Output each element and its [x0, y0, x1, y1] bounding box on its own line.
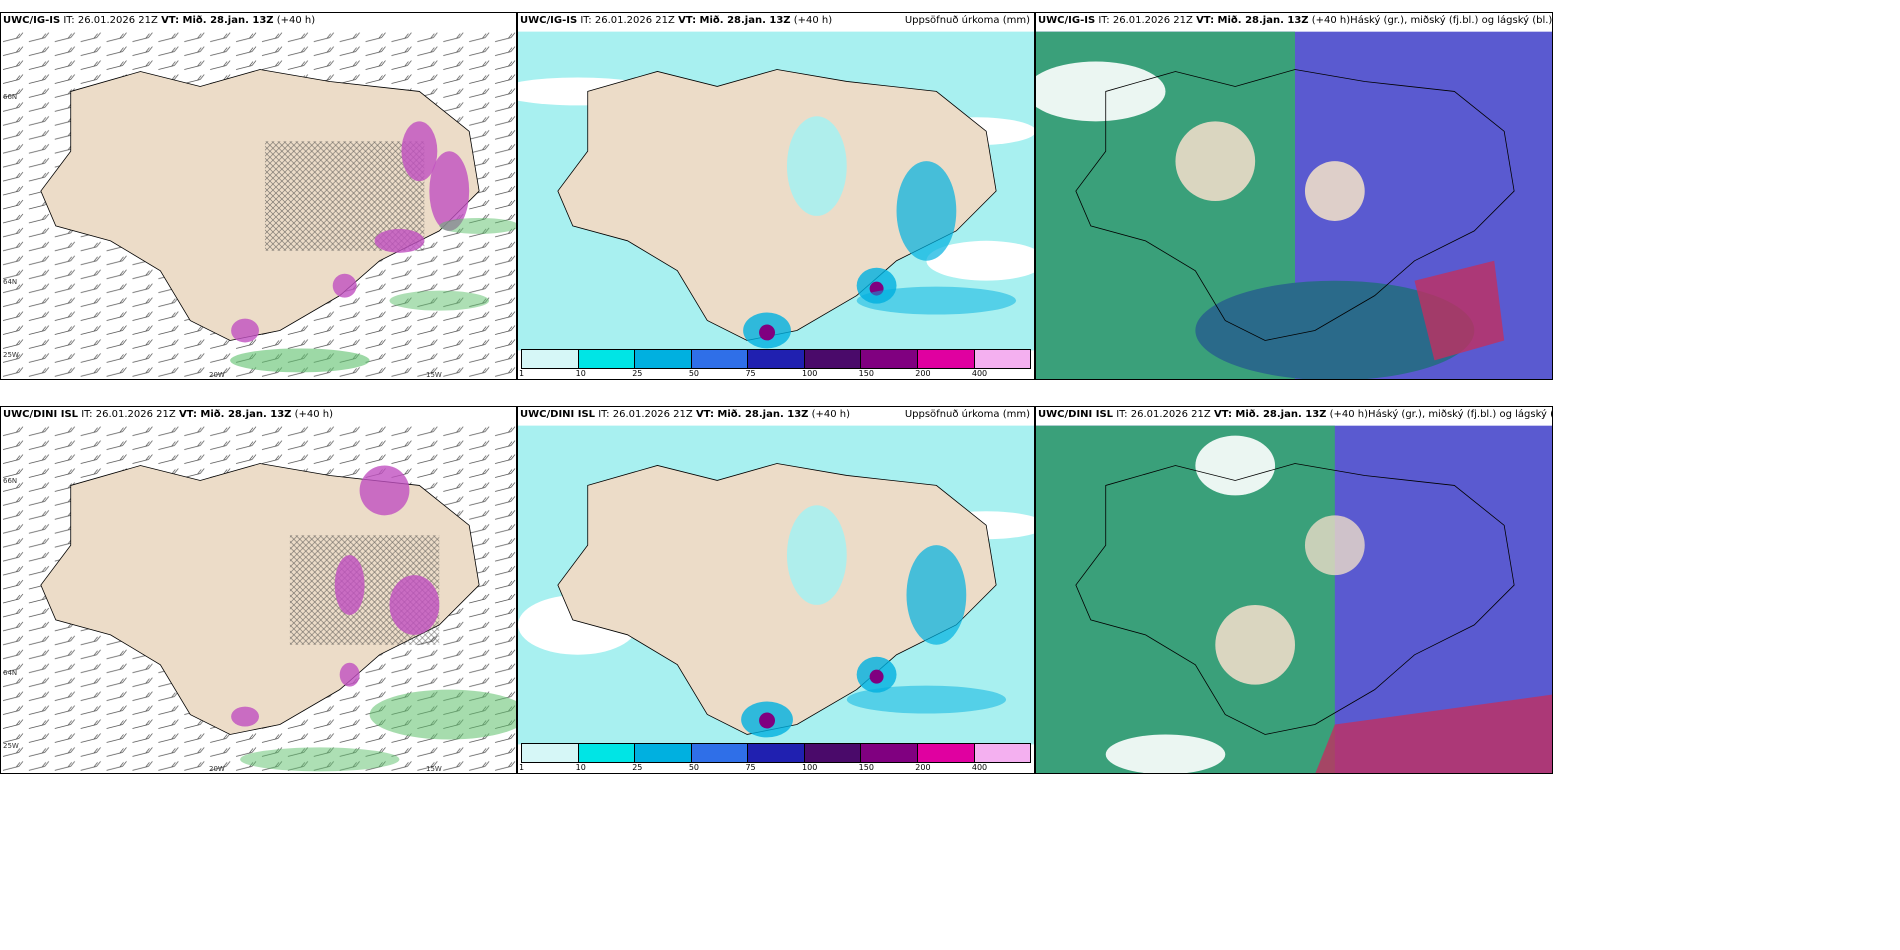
map-panel-ig-wind: UWC/IG-IS IT: 26.01.2026 21Z VT: Mið. 28…: [0, 12, 517, 380]
lon-label-15w: 15W: [426, 765, 442, 773]
lon-label-20w: 20W: [209, 371, 225, 379]
precip-legend: [521, 743, 1031, 763]
legend-swatch: [578, 350, 636, 368]
iceland-wind-precip-map: [1, 425, 516, 773]
legend-swatch: [974, 744, 1031, 762]
legend-swatch: [804, 350, 862, 368]
lat-label-66n: 66N: [3, 93, 18, 101]
map-panel-dini-precip: UWC/DINI ISL IT: 26.01.2026 21Z VT: Mið.…: [517, 406, 1035, 774]
legend-swatch: [917, 744, 975, 762]
legend-swatch: [635, 350, 692, 368]
lat-label-64n: 64N: [3, 278, 18, 286]
map-panel-dini-clouds: UWC/DINI ISL IT: 26.01.2026 21Z VT: Mið.…: [1035, 406, 1553, 774]
legend-swatch: [861, 350, 918, 368]
iceland-cloud-map: [1036, 425, 1552, 773]
lat-label-25w: 25W: [3, 351, 19, 359]
lat-label-64n: 64N: [3, 669, 18, 677]
iceland-cloud-map: [1036, 31, 1552, 379]
lat-label-25w: 25W: [3, 742, 19, 750]
legend-swatch: [974, 350, 1031, 368]
lat-label-66n: 66N: [3, 477, 18, 485]
legend-swatch: [748, 350, 805, 368]
legend-swatch: [522, 744, 579, 762]
legend-swatch: [635, 744, 692, 762]
legend-swatch: [691, 350, 749, 368]
legend-swatch: [522, 350, 579, 368]
legend-labels: 1 10 25 50 75 100 150 200 400: [519, 369, 988, 378]
legend-swatch: [861, 744, 918, 762]
legend-swatch: [691, 744, 749, 762]
iceland-precip-map: [518, 31, 1034, 351]
legend-swatch: [917, 350, 975, 368]
lon-label-20w: 20W: [209, 765, 225, 773]
legend-swatch: [748, 744, 805, 762]
iceland-wind-precip-map: [1, 31, 516, 379]
map-panel-ig-clouds: UWC/IG-IS IT: 26.01.2026 21Z VT: Mið. 28…: [1035, 12, 1553, 380]
legend-swatch: [578, 744, 636, 762]
iceland-precip-map: [518, 425, 1034, 745]
map-panel-dini-wind: UWC/DINI ISL IT: 26.01.2026 21Z VT: Mið.…: [0, 406, 517, 774]
lon-label-15w: 15W: [426, 371, 442, 379]
legend-swatch: [804, 744, 862, 762]
legend-labels: 1 10 25 50 75 100 150 200 400: [519, 763, 988, 772]
precip-legend: [521, 349, 1031, 369]
map-panel-ig-precip: UWC/IG-IS IT: 26.01.2026 21Z VT: Mið. 28…: [517, 12, 1035, 380]
